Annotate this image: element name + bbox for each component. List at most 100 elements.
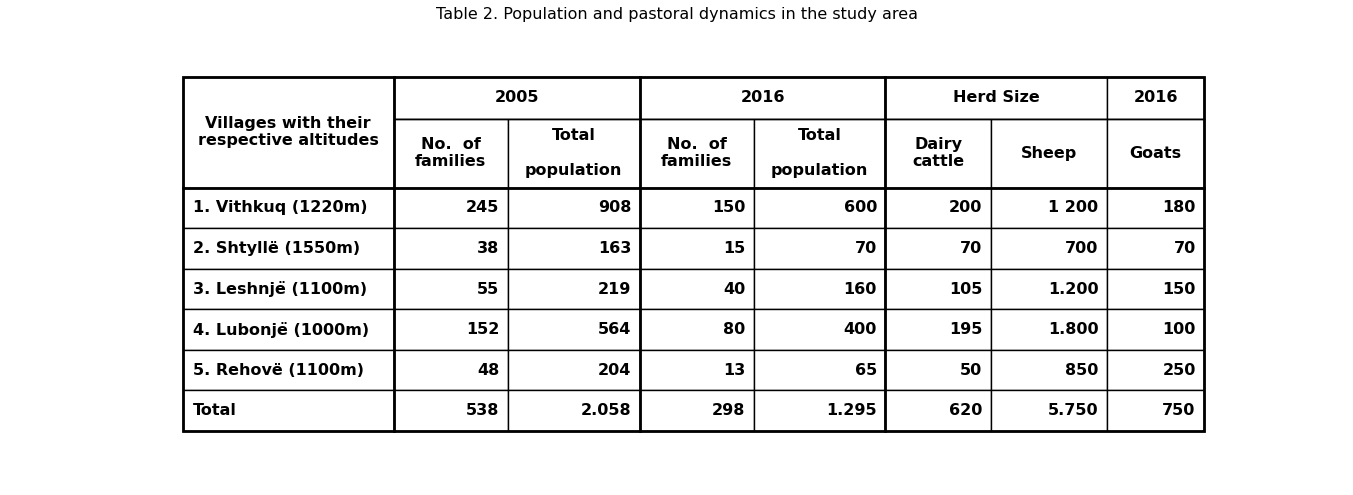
Text: 5.750: 5.750 [1049, 403, 1099, 418]
Bar [885, 269, 990, 309]
Text: 1. Vithkuq (1220m): 1. Vithkuq (1220m) [193, 200, 368, 215]
Bar [885, 350, 990, 391]
Text: 298: 298 [712, 403, 746, 418]
Text: 48: 48 [478, 363, 499, 378]
Bar [990, 350, 1107, 391]
Text: 65: 65 [855, 363, 877, 378]
Text: 180: 180 [1162, 200, 1196, 215]
Bar [990, 119, 1107, 188]
Text: Total

population: Total population [525, 128, 622, 178]
Bar [183, 188, 394, 228]
Bar [1107, 269, 1204, 309]
Bar [885, 119, 990, 188]
Text: Total: Total [193, 403, 237, 418]
Text: Table 2. Population and pastoral dynamics in the study area: Table 2. Population and pastoral dynamic… [436, 7, 917, 22]
Bar [1107, 309, 1204, 350]
Bar [754, 188, 885, 228]
Bar [1107, 119, 1204, 188]
Bar [1107, 188, 1204, 228]
Bar [394, 228, 507, 269]
Bar [990, 391, 1107, 431]
Text: 70: 70 [1173, 241, 1196, 256]
Bar [394, 269, 507, 309]
Bar [507, 309, 640, 350]
Text: 80: 80 [723, 322, 746, 337]
Text: No.  of
families: No. of families [415, 137, 486, 169]
Text: 219: 219 [598, 282, 632, 297]
Text: 105: 105 [950, 282, 982, 297]
Text: 204: 204 [598, 363, 632, 378]
Text: 250: 250 [1162, 363, 1196, 378]
Text: Total

population: Total population [771, 128, 869, 178]
Bar [183, 309, 394, 350]
Text: 2005: 2005 [494, 90, 538, 105]
Bar [394, 77, 640, 119]
Text: No.  of
families: No. of families [662, 137, 732, 169]
Text: 2016: 2016 [1134, 90, 1177, 105]
Text: 195: 195 [950, 322, 982, 337]
Bar [990, 188, 1107, 228]
Bar [885, 391, 990, 431]
Text: 150: 150 [1162, 282, 1196, 297]
Text: 3. Leshnjë (1100m): 3. Leshnjë (1100m) [193, 281, 368, 297]
Text: Herd Size: Herd Size [953, 90, 1039, 105]
Text: 50: 50 [961, 363, 982, 378]
Bar [507, 188, 640, 228]
Text: 600: 600 [844, 200, 877, 215]
Bar [640, 350, 754, 391]
Text: 70: 70 [961, 241, 982, 256]
Bar [754, 309, 885, 350]
Bar [640, 391, 754, 431]
Bar [183, 228, 394, 269]
Bar [754, 269, 885, 309]
Text: 163: 163 [598, 241, 632, 256]
Text: 152: 152 [465, 322, 499, 337]
Text: 908: 908 [598, 200, 632, 215]
Bar [507, 228, 640, 269]
Text: 160: 160 [844, 282, 877, 297]
Text: 850: 850 [1065, 363, 1099, 378]
Text: 1 200: 1 200 [1049, 200, 1099, 215]
Text: 2016: 2016 [740, 90, 785, 105]
Text: 1.200: 1.200 [1049, 282, 1099, 297]
Bar [754, 350, 885, 391]
Text: 245: 245 [465, 200, 499, 215]
Bar [183, 269, 394, 309]
Text: 150: 150 [712, 200, 746, 215]
Bar [183, 350, 394, 391]
Bar [640, 119, 754, 188]
Text: 100: 100 [1162, 322, 1196, 337]
Bar [885, 188, 990, 228]
Text: 564: 564 [598, 322, 632, 337]
Text: 700: 700 [1065, 241, 1099, 256]
Bar [885, 77, 1107, 119]
Text: 70: 70 [855, 241, 877, 256]
Bar [990, 228, 1107, 269]
Text: 538: 538 [465, 403, 499, 418]
Text: 38: 38 [478, 241, 499, 256]
Text: 1.800: 1.800 [1049, 322, 1099, 337]
Text: 400: 400 [844, 322, 877, 337]
Bar [183, 77, 394, 188]
Bar [754, 119, 885, 188]
Text: 13: 13 [723, 363, 746, 378]
Text: 40: 40 [723, 282, 746, 297]
Bar [507, 119, 640, 188]
Text: 2.058: 2.058 [580, 403, 632, 418]
Bar [640, 269, 754, 309]
Bar [640, 77, 885, 119]
Bar [640, 309, 754, 350]
Text: Villages with their
respective altitudes: Villages with their respective altitudes [198, 116, 379, 148]
Bar [885, 228, 990, 269]
Text: Goats: Goats [1130, 146, 1181, 161]
Bar [507, 269, 640, 309]
Bar [1107, 391, 1204, 431]
Bar [754, 228, 885, 269]
Text: 4. Lubonjë (1000m): 4. Lubonjë (1000m) [193, 322, 369, 338]
Text: 5. Rehovë (1100m): 5. Rehovë (1100m) [193, 363, 364, 378]
Bar [1107, 77, 1204, 119]
Text: 620: 620 [950, 403, 982, 418]
Text: 55: 55 [478, 282, 499, 297]
Text: Dairy
cattle: Dairy cattle [912, 137, 965, 169]
Text: 15: 15 [723, 241, 746, 256]
